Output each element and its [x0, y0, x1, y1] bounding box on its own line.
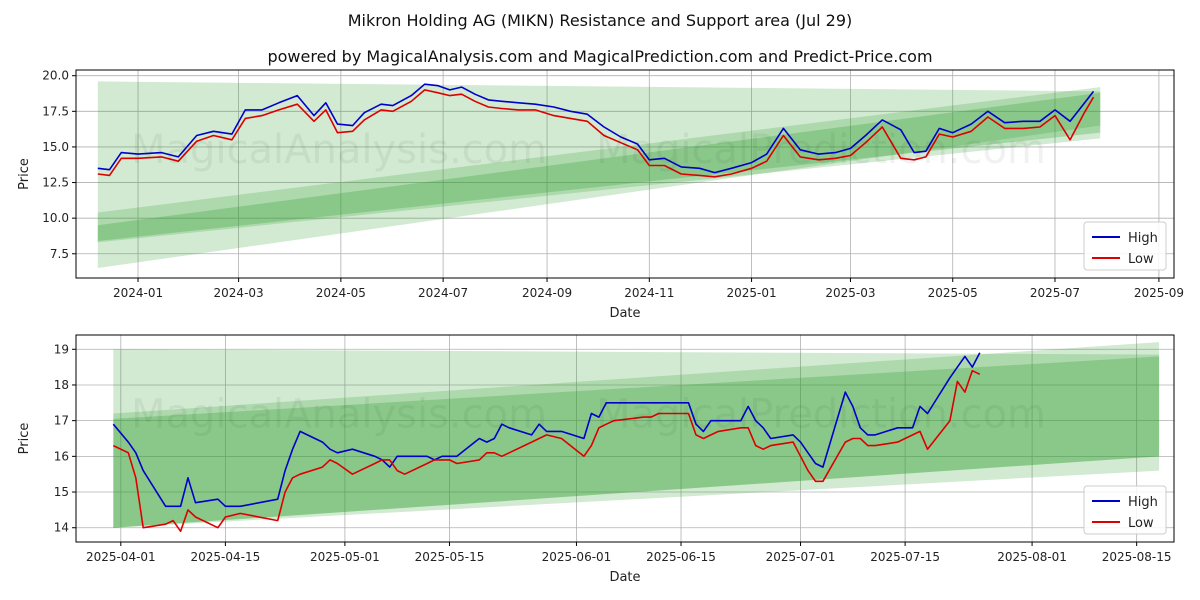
chart-0-y-tick-label: 7.5 — [50, 247, 69, 261]
chart-1-y-tick-label: 19 — [54, 342, 69, 356]
chart-0-x-tick-label: 2024-01 — [113, 286, 163, 300]
chart-1-x-tick-label: 2025-04-15 — [191, 550, 261, 564]
chart-1-series-low-line — [112, 369, 981, 533]
chart-1-y-tick-label: 14 — [54, 521, 69, 535]
chart-1-y-tick-label: 17 — [54, 414, 69, 428]
chart-1-legend-box — [1083, 485, 1167, 535]
chart-0-y-tick-label: 10.0 — [42, 211, 69, 225]
chart-1-band-1 — [113, 349, 1160, 528]
chart-1-grid — [76, 335, 1174, 542]
chart-0-x-tick-label: 2025-03 — [825, 286, 875, 300]
chart-1-x-tick-label: 2025-06-01 — [542, 550, 612, 564]
chart-0-x-tick-label: 2024-05 — [316, 286, 366, 300]
chart-1-legend: High Low — [1083, 485, 1167, 535]
chart-1-y-axis-label: Price — [17, 423, 32, 455]
chart-0-watermark-left: MagicalAnalysis.com — [131, 127, 547, 173]
chart-0-series-low-line — [97, 89, 1095, 178]
chart-0-x-tick-label: 2025-07 — [1030, 286, 1080, 300]
chart-0-x-tick-label: 2024-03 — [214, 286, 264, 300]
chart-1-x-tick-label: 2025-05-01 — [310, 550, 380, 564]
chart-0-x-tick-label: 2025-09 — [1134, 286, 1184, 300]
chart-0-series-high-line — [97, 83, 1095, 174]
chart-1-legend-label-high: High — [1128, 495, 1158, 510]
chart-0-x-tick-label: 2025-05 — [928, 286, 978, 300]
chart-0-x-tick-label: 2024-07 — [418, 286, 468, 300]
chart-1-x-tick-label: 2025-07-01 — [766, 550, 836, 564]
chart-0-band-3 — [97, 92, 1101, 241]
chart-1-watermark-right: MagicalPrediction.com — [596, 392, 1046, 438]
chart-subtitle: powered by MagicalAnalysis.com and Magic… — [267, 47, 932, 66]
chart-0-grid — [76, 70, 1174, 278]
chart-1-x-axis-label: Date — [609, 570, 640, 585]
chart-1-x-tick-label: 2025-08-01 — [997, 550, 1067, 564]
chart-1-legend-label-low: Low — [1128, 516, 1154, 531]
chart-0-legend: High Low — [1083, 221, 1167, 271]
chart-1-frame — [75, 334, 1175, 543]
chart-1-band-2 — [113, 342, 1160, 528]
chart-1-y-tick-label: 15 — [54, 485, 69, 499]
chart-1-x-tick-label: 2025-05-15 — [415, 550, 485, 564]
chart-0-legend-label-low: Low — [1128, 252, 1154, 267]
chart-0-x-tick-label: 2024-09 — [522, 286, 572, 300]
chart-0-watermark-right: MagicalPrediction.com — [596, 127, 1046, 173]
chart-1-watermark-left: MagicalAnalysis.com — [131, 392, 547, 438]
chart-0-legend-box — [1083, 221, 1167, 271]
chart-0-legend-label-high: High — [1128, 231, 1158, 246]
chart-0-y-axis-label: Price — [17, 158, 32, 190]
chart-1-x-tick-label: 2025-07-15 — [870, 550, 940, 564]
chart-0-band-1 — [97, 81, 1101, 269]
chart-0-y-tick-label: 15.0 — [42, 140, 69, 154]
chart-1-x-tick-label: 2025-04-01 — [86, 550, 156, 564]
chart-1-series-high-line — [112, 352, 981, 508]
chart-1-y-tick-label: 16 — [54, 449, 69, 463]
chart-0-x-tick-label: 2024-11 — [624, 286, 674, 300]
chart-title: Mikron Holding AG (MIKN) Resistance and … — [348, 11, 853, 30]
chart-0-y-tick-label: 17.5 — [42, 104, 69, 118]
bottom-panel: MagicalAnalysis.com MagicalPrediction.com… — [17, 334, 1175, 585]
chart-0-frame — [75, 69, 1175, 279]
top-panel: MagicalAnalysis.com MagicalPrediction.com… — [17, 69, 1184, 321]
chart-0-x-tick-label: 2025-01 — [726, 286, 776, 300]
chart-0-y-tick-label: 12.5 — [42, 176, 69, 190]
chart-1-x-tick-label: 2025-08-15 — [1102, 550, 1172, 564]
chart-0-band-2 — [97, 87, 1101, 243]
chart-1-y-tick-label: 18 — [54, 378, 69, 392]
chart-0-y-tick-label: 20.0 — [42, 69, 69, 83]
chart-1-band-3 — [113, 356, 1160, 528]
chart-0-x-axis-label: Date — [609, 306, 640, 321]
chart-1-x-tick-label: 2025-06-15 — [646, 550, 716, 564]
